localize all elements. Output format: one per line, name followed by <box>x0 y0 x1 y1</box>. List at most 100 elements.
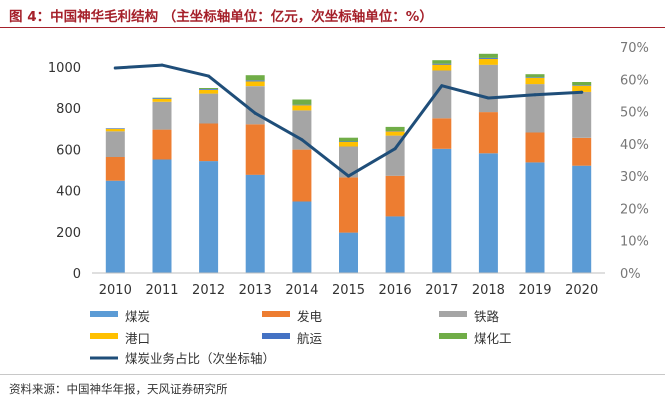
y2-tick-label: 20% <box>620 202 649 217</box>
legend-label: 航运 <box>297 331 323 346</box>
legend-label: 铁路 <box>474 309 500 324</box>
bar-segment <box>432 118 452 149</box>
bar-segment <box>385 216 405 273</box>
bar-segment <box>385 131 405 136</box>
x-tick-label: 2011 <box>145 283 178 298</box>
share-line-point <box>533 93 537 97</box>
y-tick-label: 400 <box>56 185 81 200</box>
bar-segment <box>339 137 358 142</box>
bar-segment <box>432 148 452 273</box>
legend-label: 发电 <box>297 309 323 324</box>
y-tick-label: 0 <box>73 267 81 282</box>
x-tick-label: 2018 <box>472 283 505 298</box>
y-tick-label: 800 <box>56 102 81 117</box>
x-tick-label: 2017 <box>425 283 458 298</box>
bar-segment <box>199 88 219 89</box>
bar-segment <box>572 165 592 273</box>
bar-segment <box>152 159 172 273</box>
share-line-point <box>486 96 490 100</box>
bar-segment <box>152 129 172 160</box>
y2-tick-label: 10% <box>620 235 649 250</box>
bar-segment <box>105 131 125 157</box>
bar-segment <box>292 99 312 105</box>
bar-segment <box>525 74 545 78</box>
bar-segment <box>432 63 452 65</box>
x-tick-label: 2016 <box>379 283 412 298</box>
bar-segment <box>432 64 452 71</box>
y-tick-label: 200 <box>56 226 81 241</box>
y2-tick-label: 70% <box>620 41 649 56</box>
bar-segment <box>292 149 312 202</box>
share-line-point <box>300 138 304 142</box>
x-tick-label: 2012 <box>192 283 225 298</box>
bar-segment <box>292 105 312 111</box>
bar-segment <box>385 135 405 176</box>
legend-swatch <box>439 311 467 317</box>
share-line-point <box>580 90 584 94</box>
bar-segment <box>152 98 172 99</box>
bar-segment <box>245 75 265 81</box>
legend-swatch <box>439 333 467 339</box>
bar-segment <box>245 80 265 82</box>
bar-segment <box>152 98 172 102</box>
share-line <box>113 63 584 178</box>
y-axis: 0 200 400 600 800 1000 <box>48 61 81 282</box>
y-tick-label: 600 <box>56 143 81 158</box>
figure-title: 图 4：中国神华毛利结构 （主坐标轴单位：亿元，次坐标轴单位：%） <box>9 9 433 25</box>
bar-segment <box>478 53 498 58</box>
y2-tick-label: 50% <box>620 106 649 121</box>
y2-tick-label: 60% <box>620 73 649 88</box>
legend-swatch <box>90 333 118 339</box>
share-line-point <box>393 147 397 151</box>
legend-swatch <box>262 333 290 339</box>
share-line-point <box>113 66 117 70</box>
bar-segment <box>339 142 358 147</box>
bar-segment <box>199 93 219 124</box>
bar-segment <box>292 201 312 273</box>
x-tick-label: 2019 <box>518 283 551 298</box>
legend-label: 煤炭 <box>125 309 150 324</box>
bar-segment <box>339 146 358 178</box>
y2-tick-label: 30% <box>620 170 649 185</box>
y2-axis: 0% 10% 20% 30% 40% 50% 60% 70% <box>620 41 649 282</box>
legend-swatch <box>262 311 290 317</box>
bar-segment <box>105 157 125 181</box>
bar-segment <box>152 101 172 130</box>
bar-segment <box>478 59 498 65</box>
bar-segment <box>572 82 592 86</box>
bar-segment <box>339 141 358 142</box>
bar-segment <box>105 128 125 132</box>
bar-segment <box>525 77 545 85</box>
bar-segment <box>432 70 452 119</box>
legend-label: 港口 <box>125 331 150 346</box>
bar-segment <box>245 174 265 273</box>
bar-segment <box>292 110 312 150</box>
x-tick-label: 2015 <box>332 283 365 298</box>
share-line-point <box>253 111 257 115</box>
bar-segment <box>478 64 498 113</box>
share-line-point <box>160 63 164 67</box>
bar-segment <box>525 132 545 163</box>
legend-label: 煤炭业务占比（次坐标轴） <box>125 351 275 366</box>
bars <box>105 53 592 273</box>
share-line-point <box>207 74 211 78</box>
bar-segment <box>199 89 219 90</box>
x-tick-label: 2013 <box>239 283 272 298</box>
bar-segment <box>199 89 219 94</box>
legend-swatch <box>90 311 118 317</box>
source-note: 资料来源：中国神华年报，天风证券研究所 <box>9 382 228 396</box>
bar-segment <box>105 180 125 273</box>
title-rule <box>0 27 665 28</box>
bar-segment <box>572 85 592 92</box>
bar-segment <box>478 112 498 154</box>
bar-segment <box>478 153 498 273</box>
bar-segment <box>572 91 592 138</box>
y2-tick-label: 40% <box>620 138 649 153</box>
x-tick-label: 2014 <box>285 283 318 298</box>
share-line-point <box>347 174 350 178</box>
x-tick-label: 2020 <box>565 283 598 298</box>
bar-segment <box>572 137 592 166</box>
